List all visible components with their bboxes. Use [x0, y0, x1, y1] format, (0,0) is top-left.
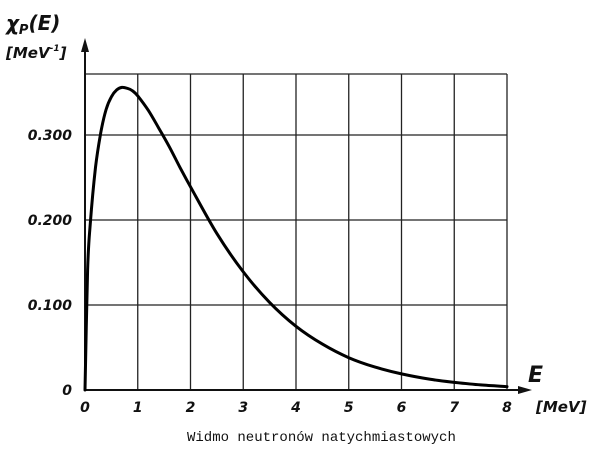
- x-axis-unit-text: MeV: [543, 398, 581, 416]
- y-tick-label-1: 0.100: [28, 298, 73, 314]
- x-tick-label-4: 4: [290, 400, 301, 416]
- y-axis-label: χP(E): [5, 11, 60, 38]
- y-axis-unit-text: MeV: [13, 44, 51, 62]
- x-tick-label-0: 0: [80, 400, 90, 416]
- spectrum-curve: [83, 85, 509, 392]
- y-axis-argument: (E): [28, 11, 60, 35]
- plot-area: [83, 85, 509, 392]
- x-axis-unit: [MeV]: [535, 398, 587, 416]
- y-tick-label-2: 0.200: [28, 213, 73, 229]
- x-tick-label-5: 5: [344, 400, 354, 416]
- x-tick-label-8: 8: [502, 400, 512, 416]
- x-tick-label-6: 6: [397, 400, 407, 416]
- x-tick-label-3: 3: [238, 400, 248, 416]
- x-tick-labels: 0 1 2 3 4 5 6 7 8: [80, 400, 512, 416]
- y-axis-subscript: P: [19, 23, 29, 38]
- x-axis-symbol: E: [528, 363, 543, 388]
- x-tick-label-1: 1: [133, 400, 143, 416]
- chart-caption: Widmo neutronów natychmiastowych: [187, 430, 456, 446]
- y-tick-label-0: 0: [62, 383, 72, 399]
- x-tick-label-7: 7: [449, 400, 459, 416]
- y-axis-symbol: χ: [5, 11, 20, 35]
- y-axis-unit: [MeV-1]: [5, 44, 67, 62]
- axes: [81, 38, 532, 394]
- y-axis-unit-exponent: -1: [50, 44, 60, 54]
- x-axis-arrow: [518, 386, 532, 394]
- x-tick-label-2: 2: [186, 400, 196, 416]
- y-axis-arrow: [81, 38, 89, 52]
- grid: [85, 73, 508, 390]
- y-tick-label-3: 0.300: [28, 128, 73, 144]
- y-tick-labels: 0 0.100 0.200 0.300: [28, 128, 73, 399]
